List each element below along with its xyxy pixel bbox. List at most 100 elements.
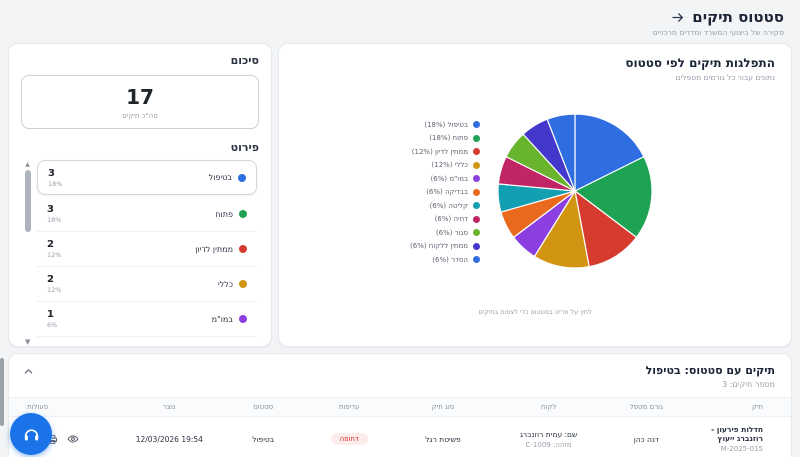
legend-label: פתוח (18%) [429,134,469,142]
status-dot-icon [239,210,247,218]
legend-item[interactable]: ממתין לדיון (12%) [410,145,481,159]
legend-label: בטיפול (18%) [424,120,469,129]
legend-item[interactable]: בטיפול (18%) [410,118,481,132]
collapse-section-icon[interactable] [21,364,36,379]
status-count: 2 [47,274,54,285]
status-count: 1 [47,309,54,320]
legend-dot-icon [473,242,481,250]
status-count: 2 [47,239,54,250]
status-list-item[interactable]: בטיפול 3 18% [37,160,257,195]
status-percent: 12% [47,286,62,294]
legend-label: דחיה (6%) [434,215,469,223]
legend-dot-icon [473,256,481,263]
legend-item[interactable]: כללי (12%) [410,158,481,172]
page-scrollbar[interactable] [0,358,4,426]
legend-dot-icon [473,121,481,128]
status-percent: 18% [47,216,62,224]
legend-item[interactable]: סגור (6%) [410,226,481,240]
scrollbar-thumb[interactable] [24,170,31,232]
legend-label: בבדיקה (6%) [426,188,469,196]
legend-label: במו"מ (6%) [430,174,469,183]
status-percent: 12% [47,251,62,259]
chart-footnote: לחץ על פריט בסטטוס כדי לצפות בתיקים [478,308,592,316]
col-header-client: לקוח [540,403,557,411]
status-list-container: ▲ בטיפול 3 18% פתוח 3 18% ממתין לדיון 2 12% כללי 2… [21,160,259,346]
col-header-case: תיק [751,403,763,411]
pie-slice[interactable] [546,113,576,192]
legend-item[interactable]: פתוח (18%) [410,131,481,145]
priority-badge: דחופה [330,433,368,445]
scroll-up-icon[interactable]: ▲ [25,161,30,168]
cases-header: תיקים עם סטטוס: בטיפול מספר תיקים: 3 [9,364,791,397]
chart-legend: בטיפול (18%) פתוח (18%) ממתין לדיון (12%) כ… [410,118,481,267]
legend-item[interactable]: קליטה (6%) [410,199,481,213]
legend-dot-icon [473,175,481,182]
case-status: בטיפול [252,434,275,444]
view-icon[interactable] [67,433,79,445]
list-scrollbar[interactable]: ▲ [23,162,32,332]
legend-dot-icon [473,134,481,142]
scroll-down-chevron-icon[interactable]: ▼ [25,338,31,346]
back-arrow-icon[interactable] [671,11,684,24]
col-header-case-type: סוג תיק [431,403,455,411]
col-header-priority: עדיפות [338,403,360,411]
col-header-actions: פעולות [27,403,49,411]
status-list-item[interactable]: במו"מ 1 6% [37,302,257,337]
status-count: 3 [47,204,54,215]
summary-title: סיכום [230,54,259,67]
status-dot-icon [238,173,246,182]
client-name: שם: עמית רוזנברג [519,429,578,439]
legend-label: סגור (6%) [435,228,469,237]
status-list: בטיפול 3 18% פתוח 3 18% ממתין לדיון 2 12% כללי 2 12… [37,160,257,337]
headset-icon [24,428,38,440]
table-header-row: תיק גורם מטפל לקוח סוג תיק עדיפות סטטוס … [9,397,791,417]
total-cases-label: סה"כ תיקים [122,112,158,120]
status-label: בטיפול [208,173,232,182]
pie-slice[interactable] [573,155,653,239]
legend-dot-icon [473,229,481,236]
legend-item[interactable]: ממתין ללקוח (6%) [410,239,481,253]
status-dot-icon [239,245,247,253]
status-percent: 6% [47,321,58,329]
status-dot-icon [239,315,247,323]
col-header-created: נוצר [162,403,176,411]
scrollbar-track[interactable] [24,170,31,330]
status-list-item[interactable]: כללי 2 12% [37,267,257,302]
status-pie-chart[interactable] [490,109,660,275]
col-header-status: סטטוס [253,403,274,411]
legend-label: ממתין ללקוח (6%) [410,242,469,250]
pie-slice[interactable] [574,113,645,192]
status-label: ממתין לדיון [195,244,233,254]
status-label: כללי [217,279,233,289]
client-id: מזהה: C-1009 [525,440,572,449]
case-table-row[interactable]: חדלות פירעון - רוזנברג ייעוץ M-2025-015 … [9,417,791,457]
legend-dot-icon [473,148,481,155]
case-id: M-2025-015 [720,445,763,453]
page-header: סטטוס תיקים סקירה של ביצועי המשרד ומדדים… [0,0,800,39]
case-name: חדלות פירעון - רוזנברג ייעוץ [711,425,763,443]
total-cases-box: 17 סה"כ תיקים [21,75,259,129]
legend-label: הסדר (6%) [432,255,469,264]
status-list-item[interactable]: פתוח 3 18% [37,197,257,232]
legend-dot-icon [473,188,481,196]
legend-dot-icon [473,161,481,169]
assistant-fab-button[interactable] [10,413,52,455]
cases-section-title: תיקים עם סטטוס: בטיפול [645,364,775,377]
status-count: 3 [48,167,55,179]
cases-table: תיק גורם מטפל לקוח סוג תיק עדיפות סטטוס … [9,397,791,457]
legend-dot-icon [473,202,481,209]
legend-item[interactable]: בבדיקה (6%) [410,185,481,199]
status-list-item[interactable]: ממתין לדיון 2 12% [37,232,257,267]
status-distribution-card: התפלגות תיקים לפי סטטוס נתונים עבור כל ג… [278,43,792,347]
legend-item[interactable]: הסדר (6%) [410,253,481,267]
legend-item[interactable]: דחיה (6%) [410,212,481,226]
legend-item[interactable]: במו"מ (6%) [410,172,481,186]
status-dot-icon [239,280,247,288]
dashboard-main: התפלגות תיקים לפי סטטוס נתונים עבור כל ג… [0,39,800,347]
chart-subtitle: נתונים עבור כל גורמים מטפלים [675,73,775,82]
details-title: פירוט [230,141,259,154]
legend-label: קליטה (6%) [429,201,469,210]
total-cases-value: 17 [126,85,154,109]
case-created: 19:54 12/03/2026 [135,434,203,444]
